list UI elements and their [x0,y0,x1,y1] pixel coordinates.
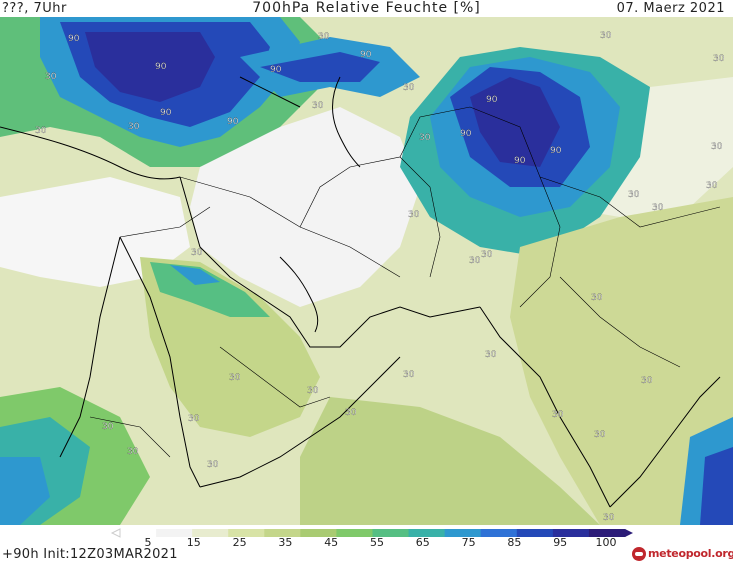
contour-label-90: 90 [460,129,472,139]
colorbar: 5 15 25 35 45 55 65 75 85 95 100 [110,528,633,547]
contour-label-90: 90 [486,95,498,105]
contour-label-30: 30 [706,181,718,191]
moist-zone-afghanistan-navy [470,77,560,167]
colorbar-tick-label: 75 [462,536,476,547]
contour-label-30: 30 [600,31,612,41]
map-canvas: 90 90 90 90 90 90 90 90 90 90 30 30 30 3… [0,17,733,525]
dry-zone-arabia-north [190,107,420,307]
contour-label-30: 30 [307,386,319,396]
contour-label-30: 30 [312,101,324,111]
contour-label-30: 30 [628,190,640,200]
colorbar-tick-label: 5 [145,536,152,547]
init-time-label: +90h Init:12Z03MAR2021 [2,547,178,562]
contour-label-90: 90 [160,108,172,118]
contour-label-30: 30 [128,122,140,132]
contour-labels: 90 90 90 90 90 90 90 90 90 90 30 30 30 3… [35,31,725,523]
contour-label-30: 30 [591,293,603,303]
colorbar-tick-label: 25 [233,536,247,547]
contour-label-30: 30 [191,248,203,258]
moist-zone-arabia [140,257,320,437]
contour-label-30: 30 [552,410,564,420]
contour-label-90: 90 [270,65,282,75]
moist-zone-arabia-teal [150,262,270,317]
contour-label-90: 90 [550,146,562,156]
contour-label-30: 30 [713,54,725,64]
contour-label-90: 90 [514,156,526,166]
colorbar-cell [408,529,446,537]
contour-label-30: 30 [485,350,497,360]
colorbar-cell [264,529,301,537]
colorbar-tick-label: 45 [324,536,338,547]
valid-date: 07. Maerz 2021 [616,1,725,16]
moist-zone-arabian-sea [300,397,600,525]
colorbar-tick-label: 65 [416,536,430,547]
contour-label-30: 30 [35,126,47,136]
humidity-map: 90 90 90 90 90 90 90 90 90 90 30 30 30 3… [0,17,733,525]
colorbar-cell [552,529,590,537]
contour-label-30: 30 [127,447,139,457]
contour-label-30: 30 [469,256,481,266]
colorbar-tick-label: 55 [370,536,384,547]
colorbar-cell [588,529,626,537]
contour-label-90: 90 [360,50,372,60]
colorbar-arrow-right [625,529,633,537]
colorbar-cell [516,529,554,537]
contour-label-30: 30 [207,460,219,470]
moist-zone-india [510,197,733,525]
contour-label-30: 30 [652,203,664,213]
contour-label-30: 30 [102,422,114,432]
meteopool-logo[interactable]: meteopool.org [632,547,733,563]
contour-label-30: 30 [481,250,493,260]
colorbar-cells [110,528,633,538]
contour-label-30: 30 [403,83,415,93]
moist-zone-arabia-blue [170,265,220,285]
footer-bar: 5 15 25 35 45 55 65 75 85 95 100 +90h Init:12Z03MA… [0,525,733,566]
contour-label-30: 30 [188,414,200,424]
colorbar-tick-label: 100 [596,536,617,547]
colorbar-tick-label: 95 [553,536,567,547]
contour-label-90: 90 [68,34,80,44]
colorbar-tick-label: 15 [187,536,201,547]
colorbar-cell [192,529,229,537]
contour-label-30: 30 [345,408,357,418]
contour-label-30: 30 [419,133,431,143]
logo-icon [632,547,646,561]
colorbar-tick-label: 35 [278,536,292,547]
moist-zone-africa-blue [0,457,50,525]
colorbar-cell [372,529,410,537]
colorbar-cell [444,529,482,537]
header-bar: ???, 7Uhr 700hPa Relative Feuchte [%] 07… [0,0,733,17]
colorbar-tick-label: 85 [507,536,521,547]
moist-zone-europe-navy [85,32,215,102]
contour-label-30: 30 [403,370,415,380]
colorbar-cell [480,529,518,537]
colorbar-cell [300,529,337,537]
logo-text: meteopool.org [648,547,733,560]
coastlines [0,76,721,508]
colorbar-arrow-left [110,528,121,538]
contour-label-90: 90 [227,117,239,127]
borders [89,106,721,458]
contour-label-30: 30 [603,513,615,523]
contour-label-30: 30 [711,142,723,152]
forecast-time-label: ???, 7Uhr [2,1,67,16]
contour-label-30: 30 [594,430,606,440]
contour-label-30: 30 [229,373,241,383]
contour-label-30: 30 [318,32,330,42]
colorbar-cell [156,529,193,537]
contour-label-90: 90 [155,62,167,72]
colorbar-cell [120,529,157,537]
contour-label-30: 30 [641,376,653,386]
moist-zone-caucasus-dark [260,52,380,82]
colorbar-cell [228,529,265,537]
contour-label-30: 30 [45,72,57,82]
map-title: 700hPa Relative Feuchte [%] [252,0,481,16]
contour-label-30: 30 [408,210,420,220]
moist-zone-bay-bengal-dark [700,447,733,525]
colorbar-ticks: 5 15 25 35 45 55 65 75 85 95 100 [145,536,617,547]
colorbar-cell [336,529,373,537]
